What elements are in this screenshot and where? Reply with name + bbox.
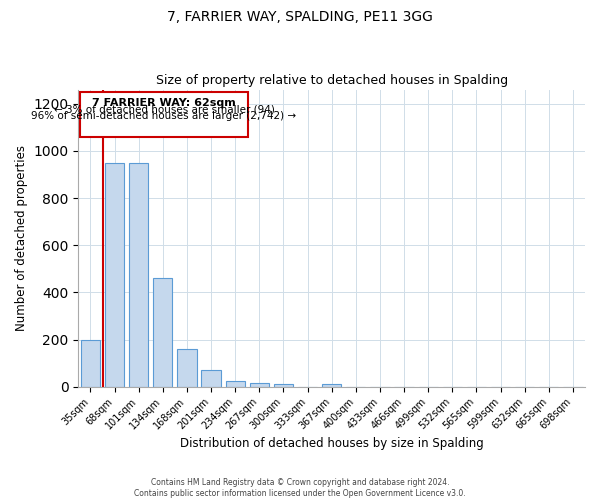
Bar: [105, 162, 124, 387]
Text: 7, FARRIER WAY, SPALDING, PE11 3GG: 7, FARRIER WAY, SPALDING, PE11 3GG: [167, 10, 433, 24]
Bar: [202, 370, 221, 387]
Y-axis label: Number of detached properties: Number of detached properties: [15, 145, 28, 331]
Text: ← 3% of detached houses are smaller (94): ← 3% of detached houses are smaller (94): [53, 104, 274, 115]
X-axis label: Distribution of detached houses by size in Spalding: Distribution of detached houses by size …: [180, 437, 484, 450]
Bar: [81, 340, 100, 387]
Bar: [226, 381, 245, 387]
Text: 96% of semi-detached houses are larger (2,742) →: 96% of semi-detached houses are larger (…: [31, 111, 296, 121]
Bar: [129, 162, 148, 387]
Bar: [178, 349, 197, 387]
Text: 7 FARRIER WAY: 62sqm: 7 FARRIER WAY: 62sqm: [92, 98, 236, 108]
Title: Size of property relative to detached houses in Spalding: Size of property relative to detached ho…: [155, 74, 508, 87]
Bar: [274, 384, 293, 387]
Text: Contains HM Land Registry data © Crown copyright and database right 2024.
Contai: Contains HM Land Registry data © Crown c…: [134, 478, 466, 498]
Bar: [322, 384, 341, 387]
Bar: [153, 278, 172, 387]
Bar: [80, 92, 248, 136]
Bar: [250, 382, 269, 387]
